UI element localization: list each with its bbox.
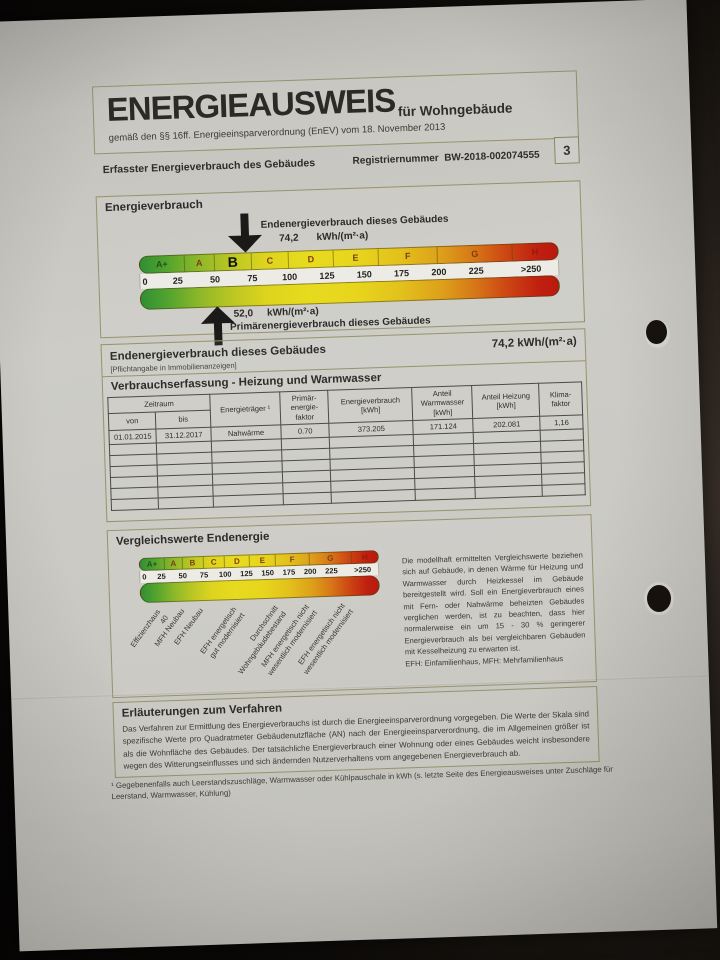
scale-tick: 225 xyxy=(325,566,338,576)
end-energy-value: 74,2 kWh/(m²·a) xyxy=(278,230,369,245)
scale-tick: 175 xyxy=(282,567,296,577)
end-energy-headline-value: 74,2 kWh/(m²·a) xyxy=(491,335,577,351)
section-label: Erfasster Energieverbrauch des Gebäudes xyxy=(102,157,316,177)
scale-tick: 150 xyxy=(356,268,372,280)
section-title: Energieverbrauch xyxy=(104,198,203,215)
comparison-explanation: Die modellhaft ermittelten Vergleichswer… xyxy=(401,550,586,657)
punch-hole xyxy=(647,585,671,612)
scale-class-A+: A+ xyxy=(139,255,185,273)
scale-class-H: H xyxy=(531,246,539,257)
col-von: von xyxy=(108,412,157,431)
scale-class-C: C xyxy=(251,252,290,270)
scale-class-E: E xyxy=(333,249,379,267)
scale-tick: 25 xyxy=(172,275,183,286)
scale-tick: 75 xyxy=(199,570,209,580)
scale-class-G: G xyxy=(437,244,513,264)
comparison-scale: A+ A B C D E F G H 0 25 50 75 100 125 150 175 200 225 >250 xyxy=(138,550,380,604)
scale-class-E: E xyxy=(249,554,276,567)
registry-number: Registriernummer BW-2018-002074555 xyxy=(352,150,539,167)
end-energy-section: Endenergieverbrauch dieses Gebäudes 74,2… xyxy=(100,328,592,523)
scale-class-C: C xyxy=(203,556,225,568)
col-primaerenergiefaktor: Primär- energie- faktor xyxy=(279,390,330,425)
method-notes-text: Das Verfahren zur Ermittlung des Energie… xyxy=(122,709,591,771)
scale-class-D: D xyxy=(288,250,334,268)
document-title: ENERGIEAUSWEIS xyxy=(106,81,396,128)
method-notes-section: Erläuterungen zum Verfahren Das Verfahre… xyxy=(112,686,600,779)
scale-tick: >250 xyxy=(354,564,372,575)
scale-class-F: F xyxy=(378,247,439,266)
scale-tick: 50 xyxy=(178,571,188,581)
scale-tick: 0 xyxy=(142,572,147,582)
scale-class-A: A xyxy=(165,557,183,570)
scale-tick: 50 xyxy=(209,273,221,285)
primary-energy-value: 52,0 kWh/(m²·a) xyxy=(233,306,319,320)
scale-tick: 200 xyxy=(303,566,317,577)
end-energy-arrow-icon xyxy=(227,213,262,258)
section-title: Erläuterungen zum Verfahren xyxy=(121,702,283,720)
col-anteil-warmwasser: Anteil Warmwasser [kWh] xyxy=(411,385,474,421)
scale-tick: 125 xyxy=(240,568,253,579)
col-klimafaktor: Klima- faktor xyxy=(538,381,583,417)
scale-tick: 75 xyxy=(247,272,258,283)
col-energieverbrauch: Energieverbrauch [kWh] xyxy=(328,387,413,424)
col-bis: bis xyxy=(155,410,211,429)
scale-tick: 0 xyxy=(142,276,148,287)
scale-class-F: F xyxy=(275,553,310,566)
scale-class-B: B xyxy=(182,557,204,569)
comparison-label: EFH energetisch gut modernisiert xyxy=(198,605,247,660)
section-title: Endenergieverbrauch dieses Gebäudes xyxy=(109,343,327,363)
scale-tick: 100 xyxy=(218,569,232,579)
scale-tick: 225 xyxy=(468,265,484,276)
scale-class-A: A xyxy=(184,254,215,272)
scale-tick: 100 xyxy=(281,271,298,282)
comparison-label: Effizienzhaus 40 xyxy=(128,607,170,649)
punch-hole xyxy=(646,320,667,344)
comparison-label: MFH energetisch nicht wesentlich moderni… xyxy=(259,602,319,678)
scale-tick: 150 xyxy=(261,568,275,578)
scale-tick: 25 xyxy=(157,571,166,582)
comparison-label: EFH Neubau xyxy=(172,606,206,647)
registry-label: Registriernummer xyxy=(352,152,439,167)
col-energietraeger: Energieträger ¹ xyxy=(209,391,281,428)
document-subtitle: für Wohngebäude xyxy=(397,100,513,120)
comparison-label: MFH Neubau xyxy=(152,606,186,649)
header-box: ENERGIEAUSWEIS für Wohngebäude gemäß den… xyxy=(91,70,579,155)
section-title: Vergleichswerte Endenergie xyxy=(115,530,270,548)
page-number-badge: 3 xyxy=(553,136,580,165)
end-energy-label: Endenergieverbrauch dieses Gebäudes xyxy=(260,213,449,231)
scale-tick: 175 xyxy=(393,267,410,279)
primary-energy-arrow-icon xyxy=(200,306,235,351)
consumption-table: Zeitraum Energieträger ¹ Primär- energie… xyxy=(107,381,586,511)
scale-class-A+: A+ xyxy=(139,558,166,571)
comparison-label: Durchschnitt Wohngebäudebestand xyxy=(235,603,288,676)
registry-value: BW-2018-002074555 xyxy=(444,149,540,164)
scale-tick: 125 xyxy=(319,270,335,281)
scale-class-G: G xyxy=(309,552,353,565)
scale-class-B: B xyxy=(214,253,253,271)
scale-tick: 200 xyxy=(431,266,447,277)
scale-class-H: H xyxy=(361,552,368,562)
energy-rating-scale: A+ A B C D E F G H 0 25 50 75 100 125 150 175 200 225 >250 xyxy=(138,242,561,310)
col-anteil-heizung: Anteil Heizung [kWh] xyxy=(472,383,540,419)
scale-tick: >250 xyxy=(520,263,542,274)
energy-consumption-section: Energieverbrauch Endenergieverbrauch die… xyxy=(95,180,586,346)
comparison-label: EFH energetisch nicht wesentlich moderni… xyxy=(295,601,355,676)
scale-class-D: D xyxy=(224,555,251,568)
